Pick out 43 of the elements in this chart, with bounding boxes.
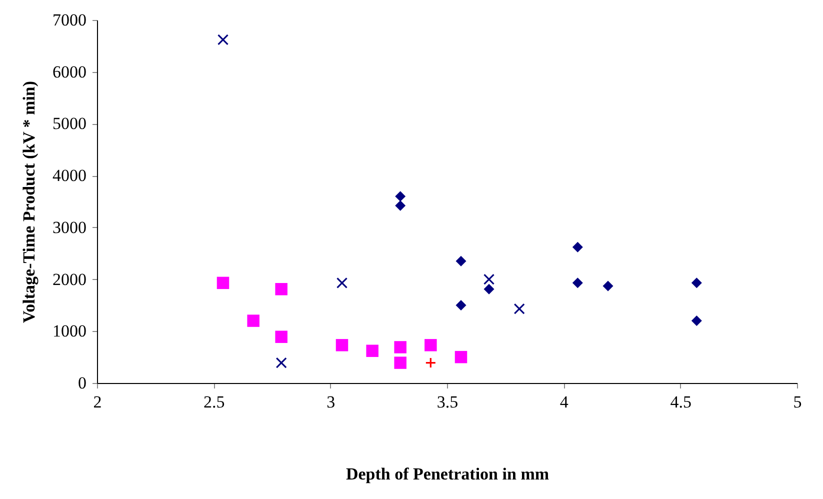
point	[247, 314, 260, 327]
point	[395, 191, 406, 202]
point	[336, 339, 348, 352]
x-tick-label: 4.5	[670, 392, 692, 412]
point	[276, 357, 287, 368]
point	[484, 284, 494, 294]
y-tick-label: 7000	[52, 10, 86, 30]
point	[394, 341, 406, 354]
point	[366, 344, 378, 357]
point	[572, 278, 583, 288]
x-tick-label: 4	[560, 392, 569, 412]
x-tick-label: 2	[93, 392, 102, 412]
point	[454, 350, 468, 364]
x-tick-label: 3.5	[436, 392, 458, 412]
point	[217, 34, 229, 46]
point	[216, 276, 230, 290]
y-axis-title: Voltage-Time Product (kV * min)	[20, 80, 38, 324]
point	[691, 316, 702, 326]
x-tick-label: 2.5	[204, 392, 225, 412]
point	[691, 278, 702, 288]
point	[395, 200, 406, 211]
point	[456, 300, 466, 310]
point	[336, 277, 348, 288]
y-tick-label: 6000	[52, 62, 86, 82]
point	[275, 330, 288, 343]
y-tick-label: 1000	[52, 322, 86, 341]
point	[514, 303, 525, 314]
x-tick-label: 3	[326, 392, 336, 412]
point	[483, 274, 495, 285]
x-tick-label: 5	[793, 392, 802, 412]
point	[424, 339, 437, 352]
point	[572, 242, 583, 252]
y-tick-label: 5000	[52, 114, 86, 134]
y-tick-label: 4000	[52, 166, 86, 186]
point	[275, 283, 288, 296]
point	[394, 356, 406, 369]
x-axis-title: Depth of Penetration in mm	[346, 464, 550, 484]
y-tick-label: 0	[78, 374, 86, 392]
y-tick-label: 2000	[52, 270, 86, 289]
point	[425, 357, 436, 368]
y-tick-label: 3000	[52, 218, 86, 237]
point	[456, 256, 466, 266]
point	[602, 280, 614, 292]
